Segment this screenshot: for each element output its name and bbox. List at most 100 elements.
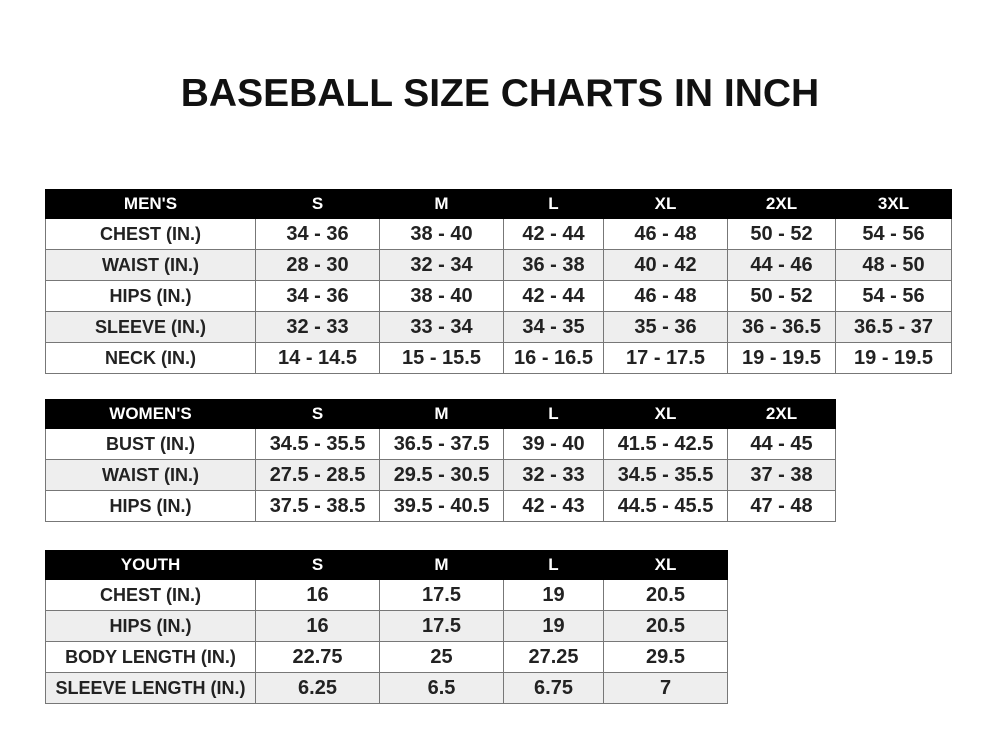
size-value-cell: 19 - 19.5	[835, 342, 952, 374]
size-value-cell: 42 - 44	[503, 218, 604, 250]
table-row: SLEEVE LENGTH (IN.) 6.25 6.5 6.75 7	[45, 672, 728, 704]
size-value-cell: 36.5 - 37	[835, 311, 952, 343]
size-value-cell: 32 - 34	[379, 249, 504, 281]
size-column-header: L	[503, 550, 604, 580]
size-value-cell: 39 - 40	[503, 428, 604, 460]
size-value-cell: 16	[255, 610, 380, 642]
size-column-header: M	[379, 189, 504, 219]
size-value-cell: 27.25	[503, 641, 604, 673]
measurement-label: BUST (IN.)	[45, 428, 256, 460]
size-value-cell: 25	[379, 641, 504, 673]
size-value-cell: 17 - 17.5	[603, 342, 728, 374]
size-column-header: S	[255, 399, 380, 429]
size-value-cell: 36 - 38	[503, 249, 604, 281]
size-value-cell: 16 - 16.5	[503, 342, 604, 374]
measurement-label: WAIST (IN.)	[45, 249, 256, 281]
measurement-label: BODY LENGTH (IN.)	[45, 641, 256, 673]
size-value-cell: 37 - 38	[727, 459, 836, 491]
size-value-cell: 32 - 33	[255, 311, 380, 343]
size-value-cell: 29.5 - 30.5	[379, 459, 504, 491]
youth-size-table: YOUTH S M L XL CHEST (IN.) 16 17.5 19 20.5 HIPS (I…	[45, 550, 728, 704]
size-value-cell: 36.5 - 37.5	[379, 428, 504, 460]
size-value-cell: 46 - 48	[603, 218, 728, 250]
measurement-label: CHEST (IN.)	[45, 579, 256, 611]
table-category-header: MEN'S	[45, 189, 256, 219]
size-value-cell: 32 - 33	[503, 459, 604, 491]
womens-size-table: WOMEN'S S M L XL 2XL BUST (IN.) 34.5 - 35.5 36.5…	[45, 399, 836, 522]
size-value-cell: 27.5 - 28.5	[255, 459, 380, 491]
size-column-header: XL	[603, 550, 728, 580]
table-row: NECK (IN.) 14 - 14.5 15 - 15.5 16 - 16.5 17 …	[45, 342, 952, 374]
table-category-header: YOUTH	[45, 550, 256, 580]
size-column-header: L	[503, 399, 604, 429]
measurement-label: HIPS (IN.)	[45, 490, 256, 522]
measurement-label: CHEST (IN.)	[45, 218, 256, 250]
measurement-label: WAIST (IN.)	[45, 459, 256, 491]
table-row: SLEEVE (IN.) 32 - 33 33 - 34 34 - 35 35 - 36…	[45, 311, 952, 343]
size-value-cell: 48 - 50	[835, 249, 952, 281]
table-row: HIPS (IN.) 34 - 36 38 - 40 42 - 44 46 - 48 50…	[45, 280, 952, 312]
size-value-cell: 34 - 35	[503, 311, 604, 343]
size-value-cell: 46 - 48	[603, 280, 728, 312]
size-value-cell: 42 - 44	[503, 280, 604, 312]
size-value-cell: 7	[603, 672, 728, 704]
size-column-header: 3XL	[835, 189, 952, 219]
measurement-label: NECK (IN.)	[45, 342, 256, 374]
size-column-header: M	[379, 399, 504, 429]
size-value-cell: 47 - 48	[727, 490, 836, 522]
size-value-cell: 38 - 40	[379, 218, 504, 250]
table-row: CHEST (IN.) 34 - 36 38 - 40 42 - 44 46 - 48 5…	[45, 218, 952, 250]
page-title: BASEBALL SIZE CHARTS IN INCH	[180, 72, 820, 115]
table-row: WAIST (IN.) 28 - 30 32 - 34 36 - 38 40 - 42 4…	[45, 249, 952, 281]
size-value-cell: 34.5 - 35.5	[255, 428, 380, 460]
header-row: MEN'S S M L XL 2XL 3XL	[45, 189, 952, 219]
size-value-cell: 22.75	[255, 641, 380, 673]
size-column-header: L	[503, 189, 604, 219]
size-value-cell: 20.5	[603, 610, 728, 642]
measurement-label: HIPS (IN.)	[45, 280, 256, 312]
size-value-cell: 29.5	[603, 641, 728, 673]
size-value-cell: 17.5	[379, 610, 504, 642]
size-value-cell: 39.5 - 40.5	[379, 490, 504, 522]
size-value-cell: 36 - 36.5	[727, 311, 836, 343]
size-value-cell: 19	[503, 610, 604, 642]
size-value-cell: 41.5 - 42.5	[603, 428, 728, 460]
table-row: WAIST (IN.) 27.5 - 28.5 29.5 - 30.5 32 - 33…	[45, 459, 836, 491]
size-value-cell: 6.5	[379, 672, 504, 704]
size-value-cell: 20.5	[603, 579, 728, 611]
size-value-cell: 34 - 36	[255, 280, 380, 312]
measurement-label: SLEEVE LENGTH (IN.)	[45, 672, 256, 704]
size-column-header: XL	[603, 189, 728, 219]
table-row: HIPS (IN.) 37.5 - 38.5 39.5 - 40.5 42 - 43 4…	[45, 490, 836, 522]
size-value-cell: 33 - 34	[379, 311, 504, 343]
size-column-header: 2XL	[727, 399, 836, 429]
size-column-header: S	[255, 550, 380, 580]
size-value-cell: 44.5 - 45.5	[603, 490, 728, 522]
size-value-cell: 28 - 30	[255, 249, 380, 281]
size-value-cell: 6.25	[255, 672, 380, 704]
size-column-header: M	[379, 550, 504, 580]
size-value-cell: 42 - 43	[503, 490, 604, 522]
size-value-cell: 50 - 52	[727, 218, 836, 250]
size-value-cell: 40 - 42	[603, 249, 728, 281]
size-value-cell: 44 - 45	[727, 428, 836, 460]
size-value-cell: 54 - 56	[835, 218, 952, 250]
size-value-cell: 15 - 15.5	[379, 342, 504, 374]
size-value-cell: 19 - 19.5	[727, 342, 836, 374]
header-row: WOMEN'S S M L XL 2XL	[45, 399, 836, 429]
header-row: YOUTH S M L XL	[45, 550, 728, 580]
size-value-cell: 35 - 36	[603, 311, 728, 343]
size-value-cell: 19	[503, 579, 604, 611]
size-column-header: XL	[603, 399, 728, 429]
table-row: CHEST (IN.) 16 17.5 19 20.5	[45, 579, 728, 611]
table-row: BUST (IN.) 34.5 - 35.5 36.5 - 37.5 39 - 40 4…	[45, 428, 836, 460]
size-value-cell: 14 - 14.5	[255, 342, 380, 374]
size-value-cell: 34.5 - 35.5	[603, 459, 728, 491]
size-value-cell: 16	[255, 579, 380, 611]
size-value-cell: 44 - 46	[727, 249, 836, 281]
size-value-cell: 54 - 56	[835, 280, 952, 312]
measurement-label: HIPS (IN.)	[45, 610, 256, 642]
size-column-header: 2XL	[727, 189, 836, 219]
size-value-cell: 6.75	[503, 672, 604, 704]
